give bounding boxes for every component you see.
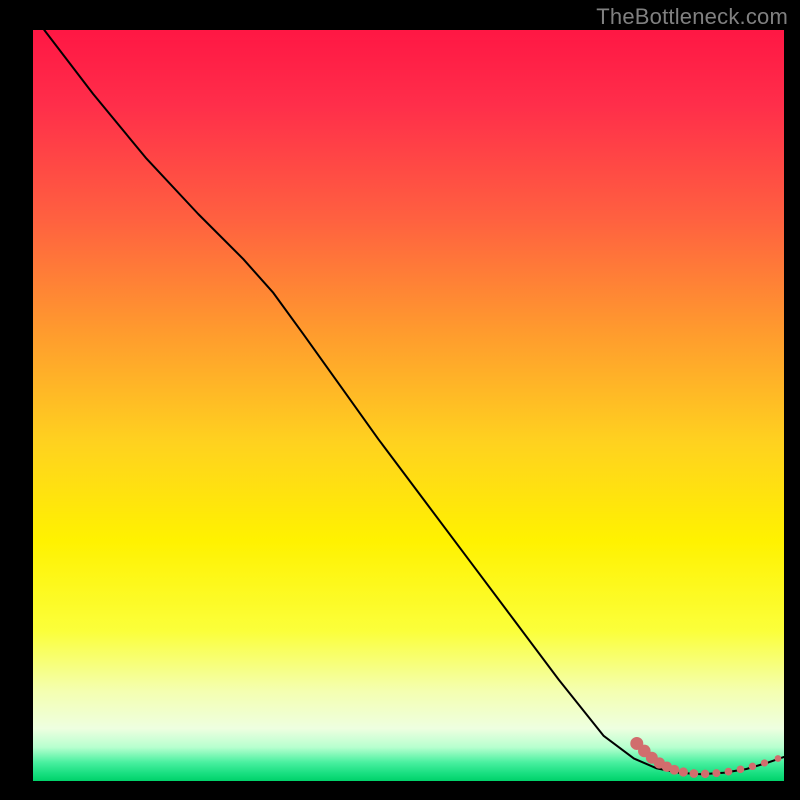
data-marker: [725, 768, 733, 776]
chart-canvas: TheBottleneck.com: [0, 0, 800, 800]
data-marker: [775, 755, 782, 762]
data-marker: [669, 765, 679, 775]
plot-svg: [33, 30, 784, 781]
data-marker: [737, 766, 745, 774]
data-marker: [712, 769, 720, 777]
data-marker: [701, 770, 709, 778]
data-marker: [749, 763, 756, 770]
bottleneck-plot: [33, 30, 784, 781]
watermark-text: TheBottleneck.com: [596, 4, 788, 30]
data-marker: [761, 759, 768, 766]
data-marker: [679, 767, 688, 776]
gradient-background: [33, 30, 784, 781]
data-marker: [689, 769, 698, 778]
